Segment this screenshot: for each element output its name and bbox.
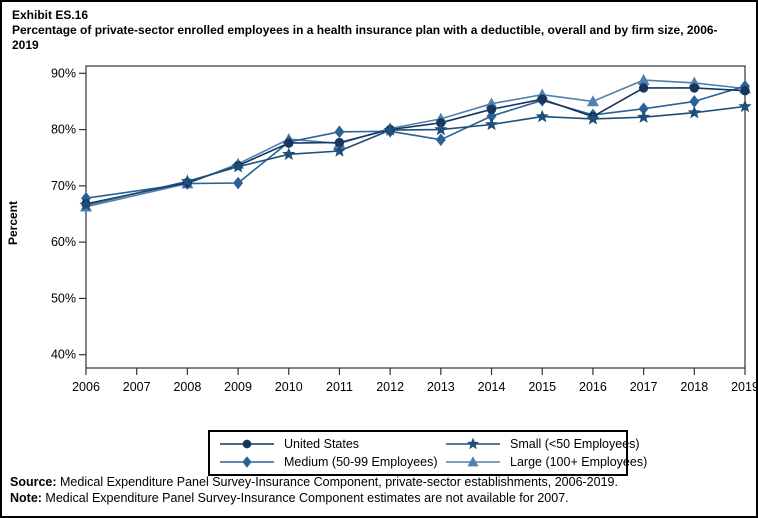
star-marker-icon: [466, 437, 480, 449]
star-marker-icon: [332, 143, 347, 157]
triangle-line-marker-icon: [446, 455, 500, 466]
star-marker-icon: [484, 117, 499, 131]
star-marker-icon: [738, 99, 752, 113]
legend-item-united-states: United States: [218, 435, 444, 452]
x-tick-label: 2006: [72, 380, 100, 394]
line-chart: Percent 40% 50% 60% 70% 80% 90% 2006 2007 2008 20…: [2, 58, 758, 402]
y-tick-label: 50%: [51, 291, 76, 305]
triangle-marker-icon: [467, 455, 479, 466]
title-block: Exhibit ES.16 Percentage of private-sect…: [12, 8, 742, 53]
x-tick-label: 2014: [478, 380, 506, 394]
diamond-marker-icon: [242, 455, 252, 468]
plot-svg: 40% 50% 60% 70% 80% 90% 2006 2007 2008 2009 2010 20…: [51, 65, 758, 394]
x-tick-label: 2017: [630, 380, 658, 394]
x-tick-label: 2007: [123, 380, 151, 394]
triangle-marker-icon: [586, 95, 599, 107]
footer: Source: Medical Expenditure Panel Survey…: [10, 474, 754, 506]
series-markers-triangle: [80, 73, 751, 212]
legend-label: Medium (50-99 Employees): [284, 454, 438, 469]
circle-line-marker-icon: [220, 439, 274, 448]
diamond-marker-icon: [435, 133, 446, 147]
x-tick-label: 2009: [224, 380, 252, 394]
source-text: Medical Expenditure Panel Survey-Insuran…: [56, 475, 618, 489]
star-marker-icon: [282, 147, 296, 161]
y-tick-label: 90%: [51, 66, 76, 80]
star-marker-icon: [586, 111, 600, 125]
circle-marker-icon: [284, 138, 294, 148]
circle-marker-icon: [537, 94, 547, 104]
circle-marker-icon: [486, 104, 497, 115]
circle-marker-icon: [689, 83, 700, 93]
diamond-marker-icon: [334, 125, 345, 139]
circle-marker-icon: [334, 137, 345, 148]
series-markers-circle: [81, 83, 750, 209]
diamond-marker-icon: [689, 95, 700, 108]
exhibit-label: Exhibit ES.16: [12, 8, 89, 22]
legend: United States Small (<50 Employees) Medi…: [208, 430, 647, 476]
legend-item-small: Small (<50 Employees): [444, 435, 647, 452]
diamond-line-marker-icon: [220, 455, 274, 468]
star-marker-icon: [434, 122, 448, 136]
x-tick-label: 2008: [173, 380, 201, 394]
y-tick-label: 40%: [51, 348, 76, 362]
chart-title: Percentage of private-sector enrolled em…: [12, 23, 718, 52]
note-text: Medical Expenditure Panel Survey-Insuran…: [41, 491, 569, 505]
star-marker-icon: [535, 109, 549, 123]
x-tick-label: 2015: [528, 380, 556, 394]
legend-label: Small (<50 Employees): [510, 436, 640, 451]
x-tick-label: 2012: [376, 380, 404, 394]
x-tick-label: 2016: [579, 380, 607, 394]
star-marker-icon: [636, 110, 651, 123]
y-tick-label: 60%: [51, 235, 76, 249]
legend-item-medium: Medium (50-99 Employees): [218, 453, 444, 470]
y-axis-title: Percent: [6, 200, 20, 246]
star-marker-icon: [231, 159, 245, 173]
star-marker-icon: [79, 198, 93, 211]
legend-label: United States: [284, 436, 360, 451]
note-line: Note: Medical Expenditure Panel Survey-I…: [10, 490, 754, 506]
triangle-marker-icon: [637, 73, 650, 85]
star-marker-icon: [180, 174, 195, 188]
x-tick-label: 2013: [427, 380, 455, 394]
star-marker-icon: [383, 123, 397, 136]
circle-marker-icon: [242, 439, 252, 448]
circle-marker-icon: [740, 86, 750, 96]
y-tick-label: 80%: [51, 123, 76, 137]
star-line-marker-icon: [446, 437, 500, 449]
legend-label: Large (100+ Employees): [510, 454, 648, 469]
plot-border: [85, 65, 746, 369]
circle-marker-icon: [638, 83, 649, 93]
x-tick-label: 2018: [680, 380, 708, 394]
series-markers-diamond: [81, 79, 750, 205]
source-line: Source: Medical Expenditure Panel Survey…: [10, 474, 754, 490]
star-marker-icon: [687, 105, 701, 119]
diamond-marker-icon: [486, 109, 497, 123]
x-tick-label: 2010: [275, 380, 303, 394]
note-label: Note:: [10, 491, 42, 505]
source-label: Source:: [10, 475, 57, 489]
diamond-marker-icon: [233, 176, 244, 190]
y-tick-label: 70%: [51, 179, 76, 193]
legend-item-large: Large (100+ Employees): [444, 453, 647, 470]
x-tick-label: 2011: [326, 380, 353, 394]
x-tick-label: 2019: [731, 380, 758, 394]
series-markers-star: [79, 99, 752, 211]
